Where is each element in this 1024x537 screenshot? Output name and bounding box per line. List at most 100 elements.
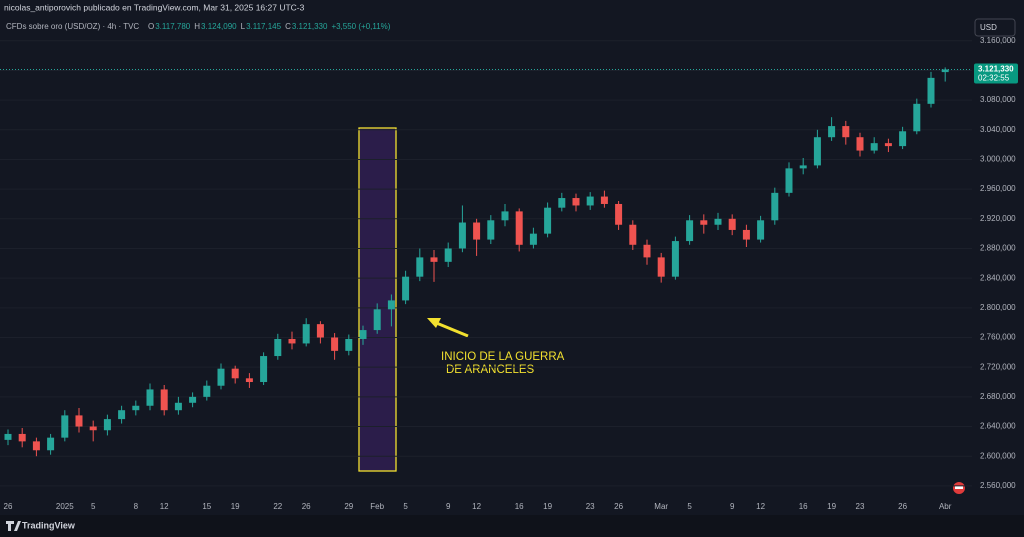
candle-body	[544, 207, 552, 234]
candle-body	[132, 405, 140, 411]
x-tick-label: 2025	[56, 502, 74, 511]
candle-body	[189, 396, 197, 403]
y-tick-label: 2.680,000	[980, 392, 1016, 401]
candle-body	[785, 168, 793, 193]
candle-body	[302, 324, 310, 344]
x-tick-label: 16	[515, 502, 524, 511]
y-tick-label: 2.920,000	[980, 214, 1016, 223]
candle-body	[373, 309, 381, 331]
candle-body	[600, 196, 608, 204]
y-tick-label: 2.640,000	[980, 422, 1016, 431]
x-tick-label: 19	[827, 502, 836, 511]
candle-body	[643, 244, 651, 258]
candle-body	[870, 143, 878, 151]
candle-body	[274, 338, 282, 357]
y-tick-label: 2.800,000	[980, 303, 1016, 312]
candle-body	[316, 324, 324, 338]
currency-box	[974, 18, 1016, 37]
x-tick-label: 16	[799, 502, 808, 511]
flag-stripe	[955, 486, 963, 489]
x-tick-label: 12	[472, 502, 481, 511]
candle-body	[160, 389, 168, 411]
candle-body	[515, 211, 523, 245]
highlight-box	[358, 127, 397, 472]
candle-body	[359, 330, 367, 339]
y-tick-label: 2.600,000	[980, 451, 1016, 460]
candle-body	[927, 77, 935, 104]
ohlc-key: H	[194, 22, 200, 31]
candle-body	[32, 441, 40, 451]
candle-body	[700, 220, 708, 225]
candle-body	[899, 131, 907, 147]
y-tick-label: 3.000,000	[980, 155, 1016, 164]
candle-body	[799, 165, 807, 169]
symbol: CFDs sobre oro (USD/OZ) · 4h · TVC	[6, 22, 139, 31]
candle-body	[61, 415, 69, 438]
x-tick-label: 8	[134, 502, 139, 511]
candle-body	[416, 257, 424, 277]
candle-body	[742, 229, 750, 240]
x-tick-label: 5	[91, 502, 96, 511]
candle-body	[714, 218, 722, 225]
last-price-box	[974, 63, 1018, 84]
candle-body	[118, 410, 126, 420]
candle-body	[842, 126, 850, 138]
candle-body	[458, 222, 466, 249]
footer	[0, 515, 1024, 537]
candle-body	[18, 433, 26, 442]
publish-info: nicolas_antiporovich publicado en Tradin…	[4, 2, 305, 12]
candle-body	[671, 241, 679, 277]
candle-body	[174, 402, 182, 411]
x-tick-label: 12	[756, 502, 765, 511]
y-tick-label: 2.840,000	[980, 273, 1016, 282]
ohlc-key: O	[148, 22, 154, 31]
candle-body	[771, 192, 779, 221]
candle-body	[473, 222, 481, 240]
candle-body	[913, 103, 921, 132]
y-tick-label: 2.760,000	[980, 333, 1016, 342]
change: +3,550 (+0,11%)	[331, 22, 390, 31]
x-tick-label: 5	[687, 502, 692, 511]
x-tick-label: 26	[898, 502, 907, 511]
x-tick-label: 26	[302, 502, 311, 511]
candle-body	[245, 378, 253, 383]
candle-body	[501, 211, 509, 221]
candle-body	[288, 338, 296, 344]
ohlc-value: 3.121,330	[292, 22, 328, 31]
x-tick-label: Feb	[370, 502, 384, 511]
candle-body	[4, 433, 12, 440]
x-tick-label: 22	[273, 502, 282, 511]
candle-body	[884, 143, 892, 147]
candle-body	[728, 218, 736, 230]
candle-body	[529, 233, 537, 245]
x-tick-label: 26	[4, 502, 13, 511]
candle-body	[941, 69, 949, 73]
candle-body	[813, 137, 821, 166]
candle-body	[331, 337, 339, 351]
candle-body	[487, 220, 495, 240]
y-tick-label: 3.160,000	[980, 36, 1016, 45]
candle-body	[89, 426, 97, 431]
countdown: 02:32:55	[978, 74, 1010, 83]
y-tick-label: 2.960,000	[980, 184, 1016, 193]
x-tick-label: 9	[730, 502, 735, 511]
x-tick-label: 15	[202, 502, 211, 511]
candle-body	[75, 415, 83, 427]
candle-body	[558, 198, 566, 208]
candle-body	[203, 385, 211, 397]
ohlc-value: 3.117,780	[155, 22, 191, 31]
ohlc-value: 3.124,090	[201, 22, 237, 31]
x-tick-label: 12	[160, 502, 169, 511]
candle-body	[444, 248, 452, 262]
candle-body	[260, 356, 268, 383]
y-tick-label: 2.560,000	[980, 481, 1016, 490]
logo	[6, 521, 21, 531]
candle-body	[757, 220, 765, 240]
x-tick-label: 19	[543, 502, 552, 511]
last-price-label: 3.121,330	[978, 65, 1014, 74]
candle-body	[657, 257, 665, 277]
logo-mark	[6, 521, 21, 531]
flag	[953, 482, 965, 494]
candle-body	[217, 368, 225, 386]
